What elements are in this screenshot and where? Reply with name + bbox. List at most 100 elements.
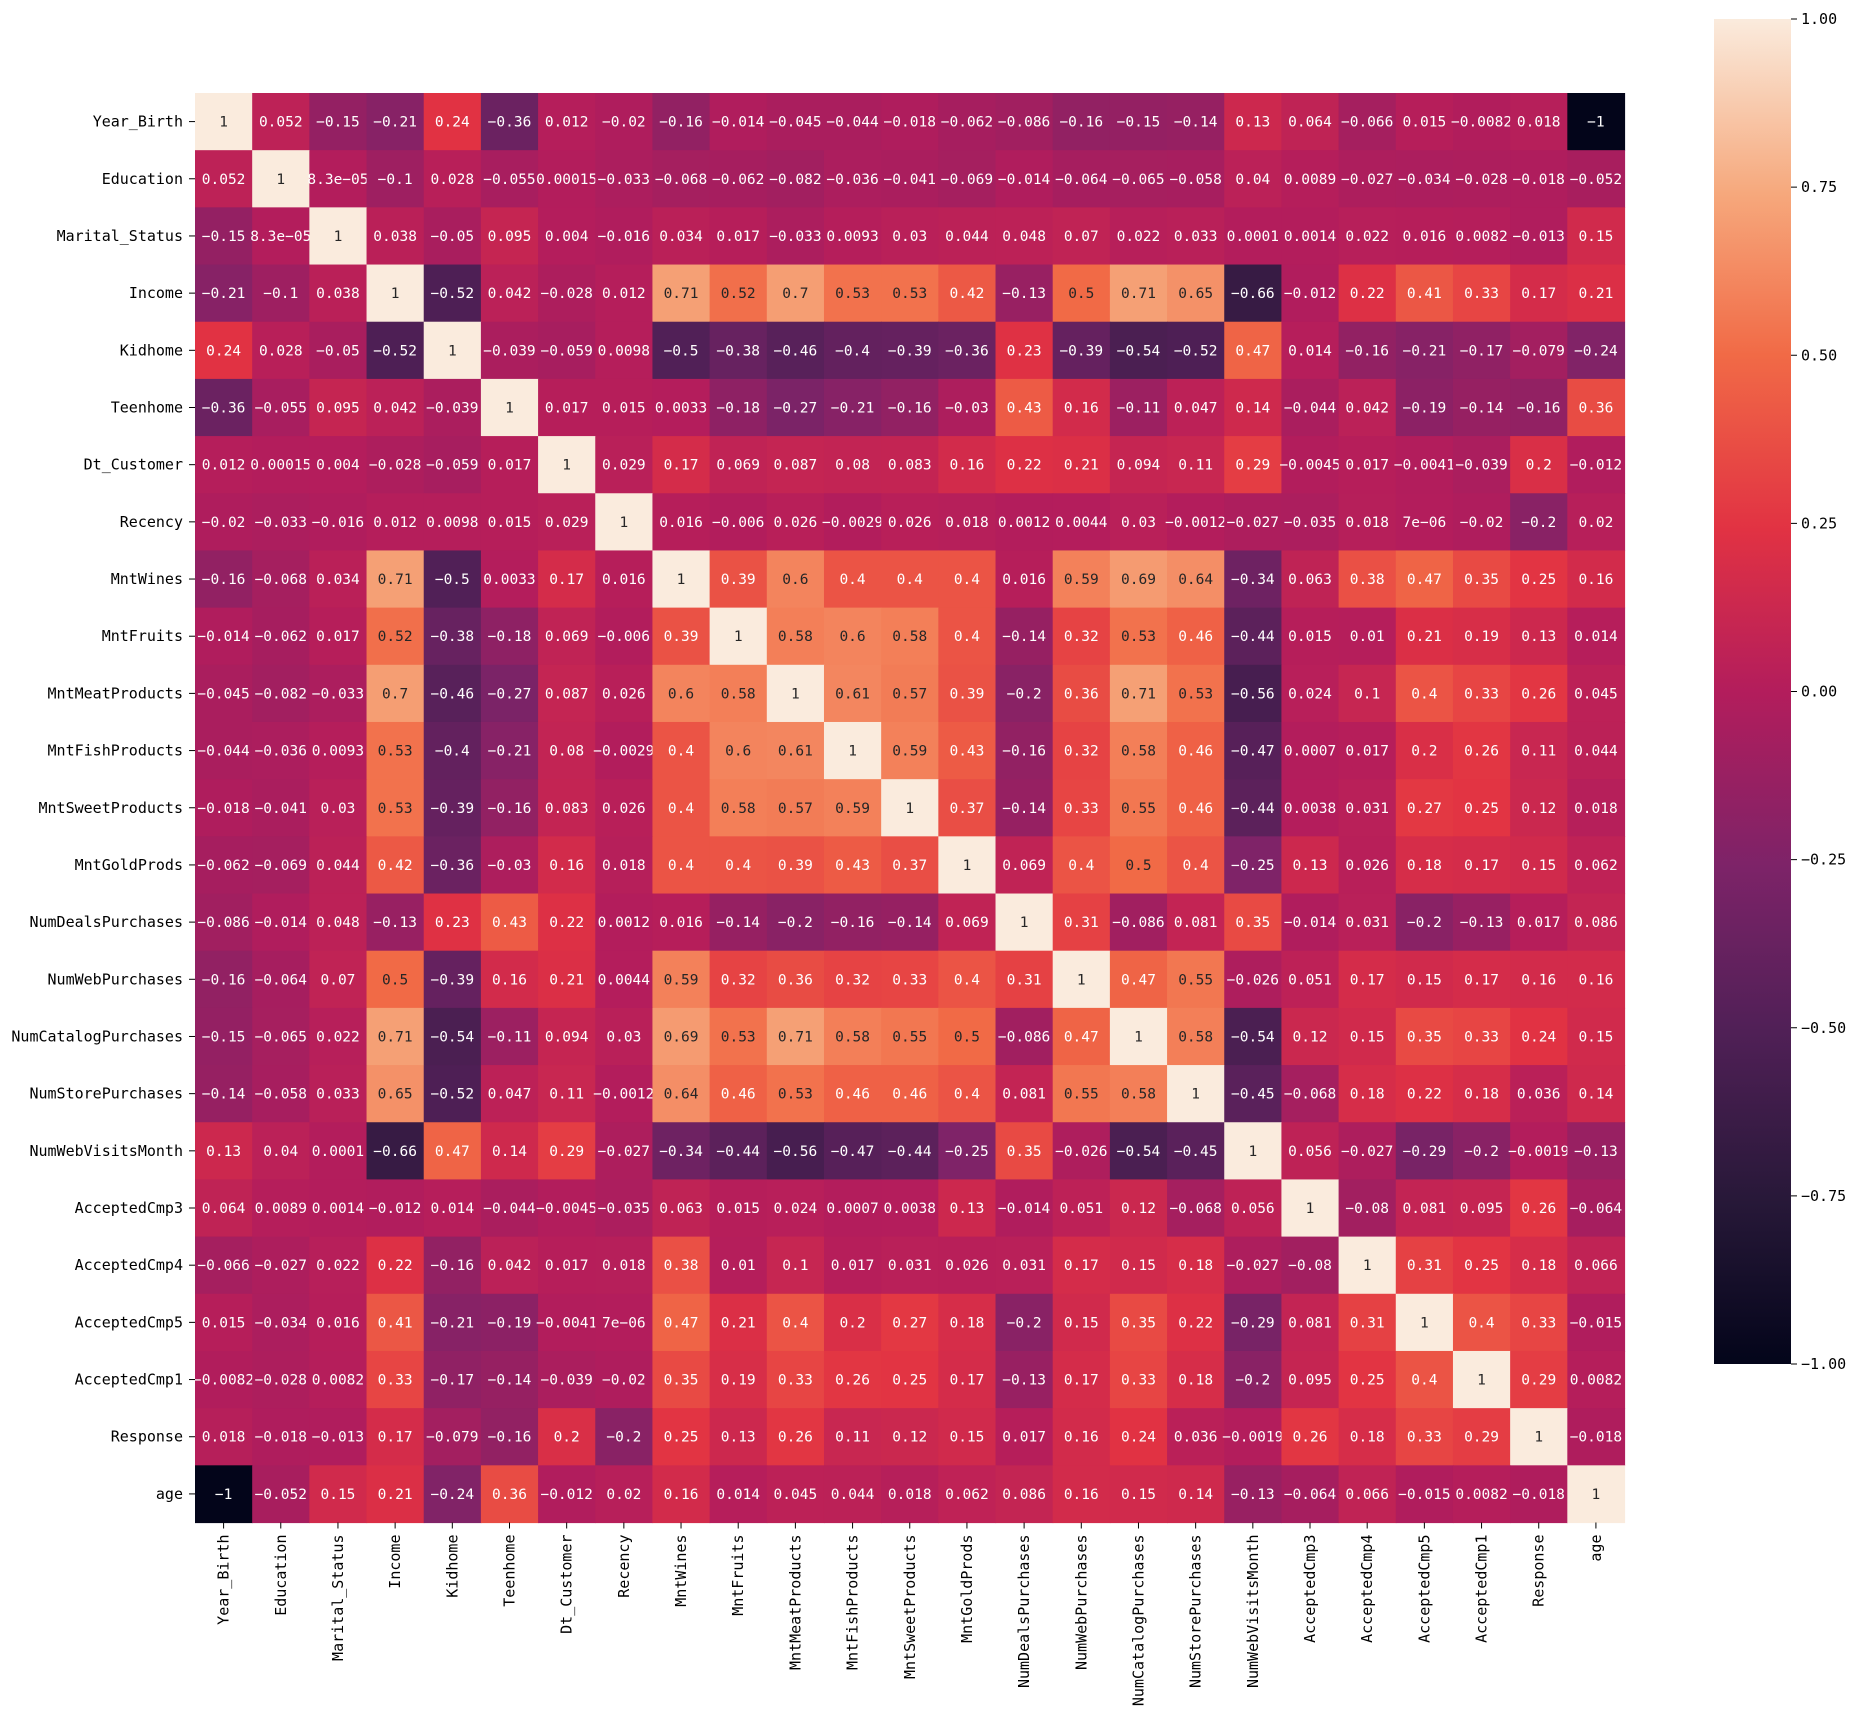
heatmap-cell [309,1293,368,1352]
cell-annotation: 0.14 [1578,1087,1613,1103]
heatmap-cell [480,93,539,151]
heatmap-cell [938,1236,997,1295]
heatmap-cell [1052,550,1111,609]
cell-annotation: −0.0045 [1279,458,1340,474]
cell-annotation: 0.4 [1411,686,1437,702]
heatmap-cell [881,721,939,780]
cell-annotation: 0.18 [1407,858,1442,874]
heatmap-cell [595,836,654,895]
heatmap-cell [652,607,711,666]
heatmap-cell [652,264,711,323]
heatmap-cell [538,1179,596,1238]
cell-annotation: 0.012 [202,458,246,474]
cell-annotation: −0.54 [1231,1029,1275,1045]
heatmap-cell [1109,1122,1168,1181]
heatmap-cell [1109,779,1168,837]
cell-annotation: 0.4 [954,572,980,588]
heatmap-cell [652,721,711,780]
heatmap-cell [1281,321,1340,380]
cell-annotation: −0.45 [1231,1087,1275,1103]
cell-annotation: −0.035 [598,1201,650,1217]
heatmap-cell [595,550,654,609]
heatmap-cell [1167,1065,1225,1123]
cell-annotation: 0.4 [954,1087,980,1103]
heatmap-cell [309,893,368,952]
cell-annotation: −0.16 [1059,115,1103,131]
cell-annotation: −0.39 [888,343,932,359]
cell-annotation: −0.21 [202,286,246,302]
cell-annotation: −0.028 [540,286,592,302]
heatmap-cell [195,378,253,437]
cell-annotation: −0.4 [835,343,870,359]
cell-annotation: −0.044 [197,744,250,760]
cell-annotation: 0.55 [1064,1087,1099,1103]
heatmap-cell [1338,1408,1397,1466]
heatmap-cell [1052,836,1111,895]
cell-annotation: 0.15 [1350,1029,1385,1045]
heatmap-cell [1281,1179,1340,1238]
heatmap-cell [709,1122,768,1181]
heatmap-cell [881,493,939,552]
heatmap-cell [1395,1122,1454,1181]
cell-annotation: −0.56 [774,1144,818,1160]
x-tick-label: NumCatalogPurchases [1129,1535,1147,1707]
cell-annotation: 0.15 [1121,1487,1156,1503]
heatmap-cell [195,207,253,266]
heatmap-cell [1224,493,1283,552]
heatmap-cell [309,1179,368,1238]
heatmap-cell [881,1293,939,1352]
cell-annotation: 0.03 [320,801,355,817]
cell-annotation: 0.46 [1178,744,1213,760]
heatmap-cell [709,721,768,780]
heatmap-cell [766,950,825,1009]
cell-annotation: 0.026 [602,686,646,702]
cell-annotation: −0.17 [430,1373,474,1389]
cell-annotation: 0.024 [1288,686,1332,702]
cell-annotation: 0.46 [1178,801,1213,817]
heatmap-cell [423,893,482,952]
cell-annotation: 0.5 [1125,858,1151,874]
heatmap-cell [195,1350,253,1409]
cell-annotation: 0.081 [1403,1201,1447,1217]
heatmap-cell [1109,721,1168,780]
cell-annotation: −0.14 [888,915,932,931]
cell-annotation: −0.062 [255,629,307,645]
cell-annotation: 0.36 [1578,400,1613,416]
heatmap-cell [1281,150,1340,208]
cell-annotation: 0.47 [1064,1029,1099,1045]
x-tick-label: MntMeatProducts [786,1535,804,1670]
heatmap-cell [766,779,825,837]
heatmap-cell [195,1408,253,1466]
cell-annotation: 0.015 [488,515,532,531]
heatmap-cell [195,836,253,895]
heatmap-cell [480,1007,539,1066]
cell-annotation: 0.7 [382,686,408,702]
heatmap-cell [709,93,768,151]
cell-annotation: −0.5 [664,343,699,359]
cell-annotation: 0.017 [831,1258,875,1274]
heatmap-cell [1395,436,1454,494]
heatmap-cell [766,321,825,380]
heatmap-cell [652,378,711,437]
cell-annotation: −0.2 [1007,686,1042,702]
cell-annotation: 0.17 [1064,1258,1099,1274]
heatmap-cell [766,607,825,666]
heatmap-cell [1281,893,1340,952]
cell-annotation: 0.35 [1407,1029,1442,1045]
cell-annotation: 0.55 [892,1029,927,1045]
x-tick-label: NumWebVisitsMonth [1244,1535,1262,1689]
cell-annotation: −0.52 [430,1087,474,1103]
x-tick-label: age [1587,1535,1605,1562]
cell-annotation: 0.53 [721,1029,756,1045]
cell-annotation: 1 [791,686,800,702]
cell-annotation: 1 [1020,915,1029,931]
x-tick-label: MntWines [672,1535,690,1607]
heatmap-cell [995,150,1054,208]
heatmap-cell [995,1408,1054,1466]
heatmap-cell [1224,1236,1283,1295]
cell-annotation: −0.006 [598,629,650,645]
heatmap-cell [995,436,1054,494]
heatmap-cell [252,207,310,266]
cell-annotation: −0.19 [488,1315,532,1331]
heatmap-cell [480,893,539,952]
